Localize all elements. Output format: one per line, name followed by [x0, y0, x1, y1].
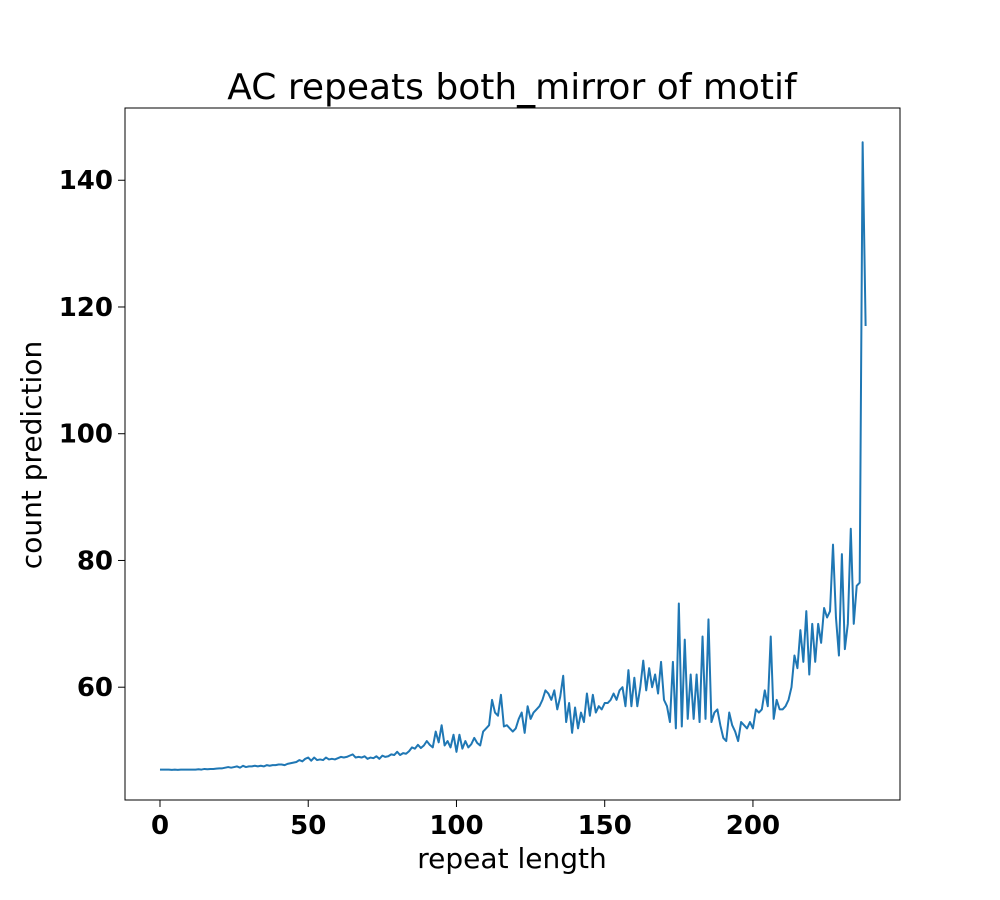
x-tick-label: 200 [726, 811, 780, 841]
y-axis-label: count prediction [15, 341, 48, 569]
x-tick-label: 150 [578, 811, 632, 841]
data-line [159, 141, 867, 771]
x-tick-label: 0 [151, 811, 169, 841]
y-tick-label: 100 [59, 420, 113, 450]
x-tick-label: 50 [290, 811, 326, 841]
x-tick-label: 100 [429, 811, 483, 841]
y-tick-label: 140 [59, 166, 113, 196]
chart-title: AC repeats both_mirror of motif [227, 67, 798, 108]
y-tick-label: 60 [77, 673, 113, 703]
plot-frame [124, 107, 901, 801]
x-axis-label: repeat length [417, 842, 606, 875]
y-tick-label: 80 [77, 546, 113, 576]
y-tick-label: 120 [59, 293, 113, 323]
